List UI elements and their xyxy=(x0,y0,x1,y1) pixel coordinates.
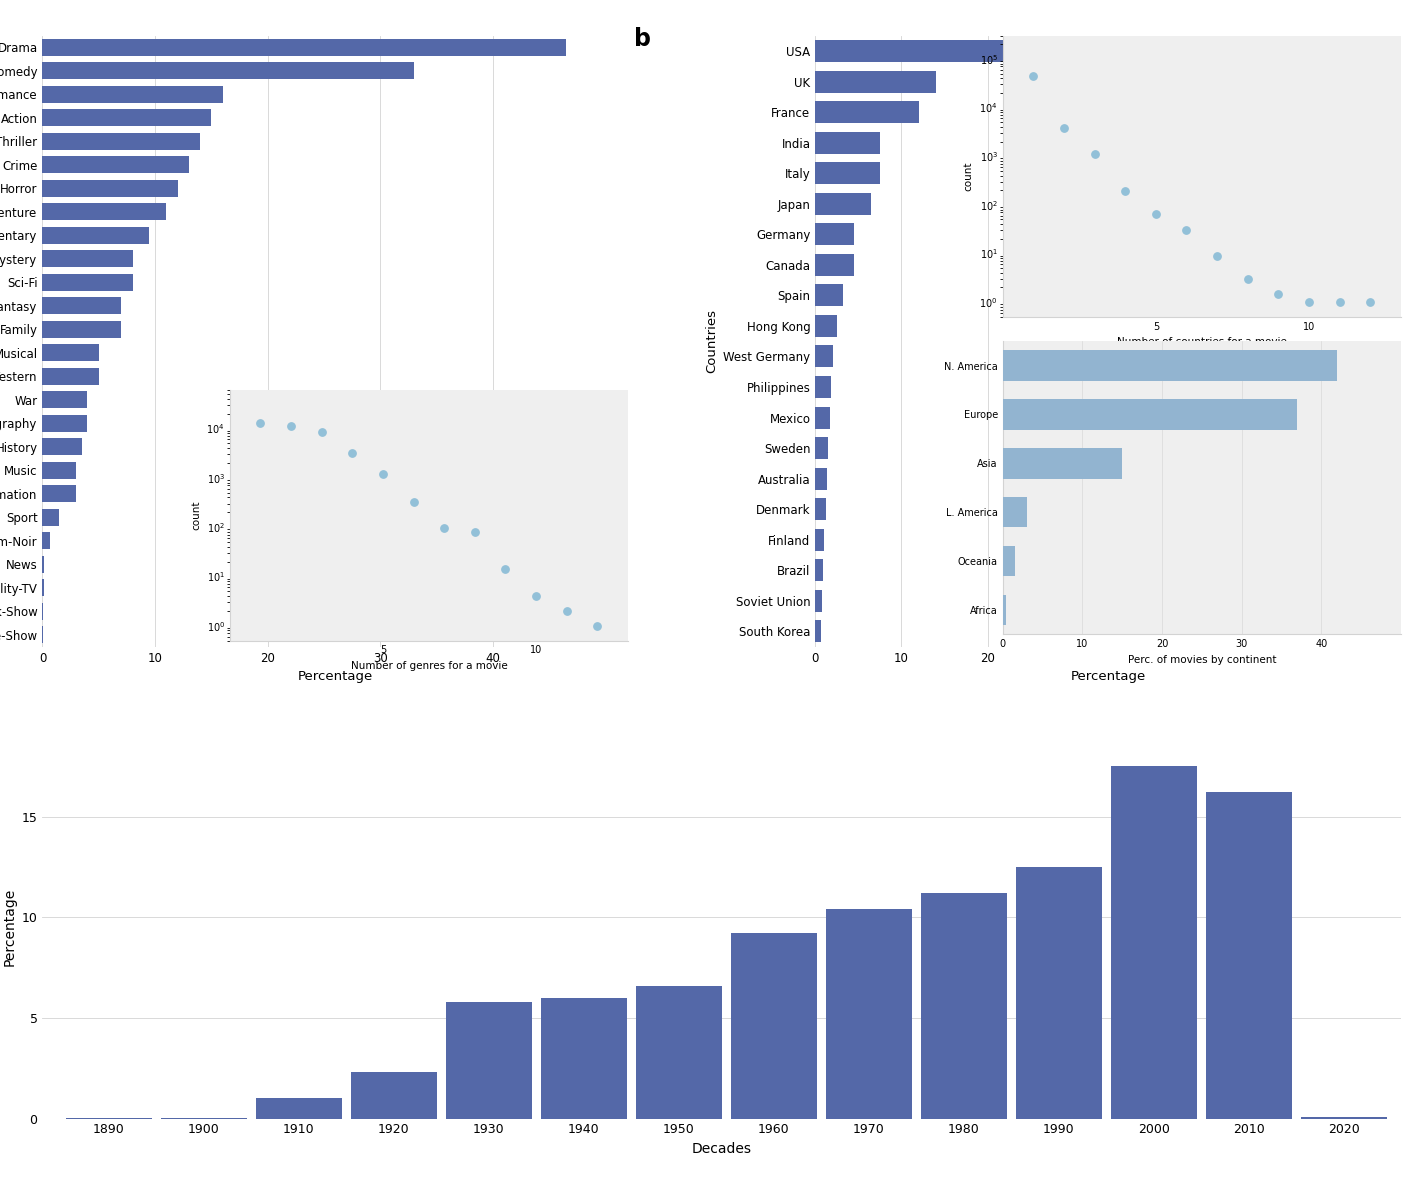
Bar xyxy=(815,101,918,123)
Bar xyxy=(815,407,831,428)
Bar xyxy=(42,532,51,550)
Bar xyxy=(351,1072,437,1119)
X-axis label: Decades: Decades xyxy=(692,1142,751,1155)
Bar xyxy=(42,274,133,290)
Bar xyxy=(732,933,816,1119)
Bar xyxy=(42,39,566,56)
Bar xyxy=(815,132,880,154)
Bar xyxy=(42,486,76,502)
Bar xyxy=(1302,1116,1387,1119)
Bar xyxy=(42,392,88,408)
Bar xyxy=(815,253,855,276)
Bar xyxy=(42,227,150,244)
Bar xyxy=(815,315,836,337)
Bar xyxy=(42,133,200,150)
Bar xyxy=(42,63,415,80)
Bar xyxy=(921,894,1006,1119)
Bar xyxy=(42,86,222,102)
Bar xyxy=(42,180,177,196)
Bar xyxy=(815,559,824,581)
Bar xyxy=(42,462,76,478)
X-axis label: Percentage: Percentage xyxy=(1071,670,1146,683)
Bar xyxy=(815,284,843,306)
Bar xyxy=(42,415,88,432)
Bar xyxy=(815,376,831,397)
Bar xyxy=(42,368,99,384)
Bar xyxy=(637,985,722,1119)
Text: b: b xyxy=(634,26,651,50)
Bar xyxy=(815,437,828,459)
Bar xyxy=(815,620,821,643)
Y-axis label: Percentage: Percentage xyxy=(3,888,16,966)
Bar xyxy=(1111,766,1197,1119)
Bar xyxy=(42,556,44,572)
Bar xyxy=(42,156,188,174)
Bar xyxy=(42,203,167,220)
Bar xyxy=(815,528,824,551)
Bar xyxy=(815,468,828,489)
Bar xyxy=(42,321,122,338)
Bar xyxy=(815,70,935,93)
Bar xyxy=(42,298,122,314)
Bar xyxy=(42,509,59,526)
Bar xyxy=(42,438,82,456)
Bar xyxy=(815,162,880,184)
Bar xyxy=(1206,793,1292,1119)
Bar xyxy=(42,109,211,126)
Bar xyxy=(256,1098,341,1119)
Bar xyxy=(42,250,133,268)
Bar xyxy=(826,909,911,1119)
Bar xyxy=(815,40,1306,62)
Bar xyxy=(1016,868,1102,1119)
Bar xyxy=(446,1002,532,1119)
Bar xyxy=(541,997,627,1119)
Y-axis label: Countries: Countries xyxy=(705,309,717,374)
Bar xyxy=(815,345,832,368)
Bar xyxy=(815,193,872,214)
X-axis label: Percentage: Percentage xyxy=(297,670,372,683)
Bar xyxy=(42,344,99,362)
Bar xyxy=(815,499,826,520)
Bar xyxy=(815,224,855,245)
Bar xyxy=(815,590,822,612)
